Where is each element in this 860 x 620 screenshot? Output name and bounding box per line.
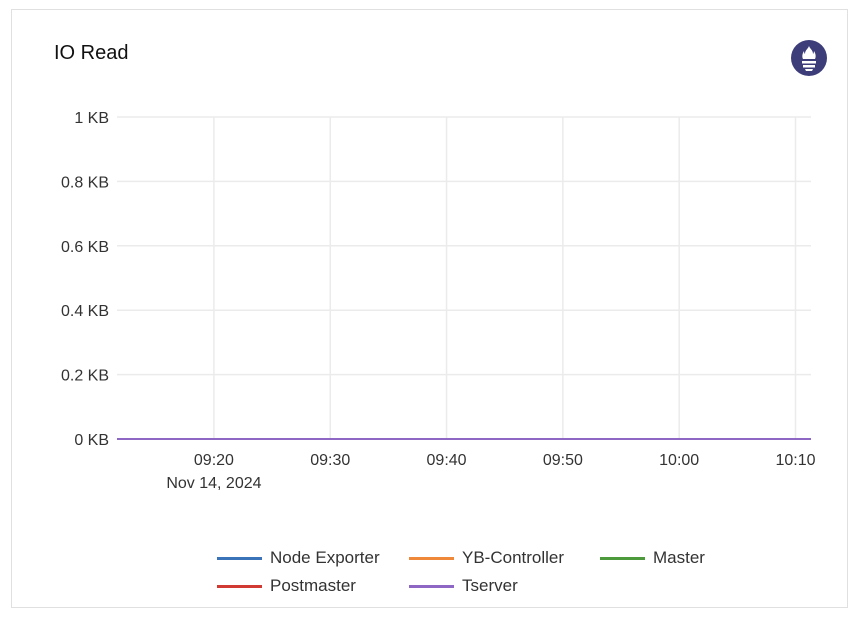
prometheus-icon[interactable] [791,40,827,76]
chart-panel [11,9,848,608]
y-tick-label: 0.2 KB [61,368,109,385]
legend-label: Tserver [462,576,518,595]
legend-label: YB-Controller [462,548,565,567]
legend-item[interactable]: Postmaster [217,576,356,596]
legend-label: Master [653,548,705,567]
x-tick-label: 09:20 [194,452,234,469]
legend-label: Node Exporter [270,548,380,567]
x-tick-label: 10:10 [775,452,815,469]
legend-swatch [409,584,454,588]
legend-swatch [409,556,454,560]
legend-item[interactable]: Node Exporter [217,548,380,568]
x-tick-label: 09:50 [543,452,583,469]
legend-swatch [217,556,262,560]
panel-title: IO Read [54,42,129,64]
x-date-label: Nov 14, 2024 [166,475,261,492]
y-tick-label: 1 KB [74,110,109,127]
legend-swatch [600,556,645,560]
x-tick-label: 10:00 [659,452,699,469]
legend-item[interactable]: Master [600,548,705,568]
x-tick-label: 09:30 [310,452,350,469]
legend-item[interactable]: YB-Controller [409,548,564,568]
legend-item[interactable]: Tserver [409,576,518,596]
legend-swatch [217,584,262,588]
y-tick-label: 0.6 KB [61,239,109,256]
x-tick-label: 09:40 [427,452,467,469]
legend-label: Postmaster [270,576,356,595]
y-tick-label: 0.8 KB [61,174,109,191]
y-tick-label: 0 KB [74,432,109,449]
y-tick-label: 0.4 KB [61,303,109,320]
